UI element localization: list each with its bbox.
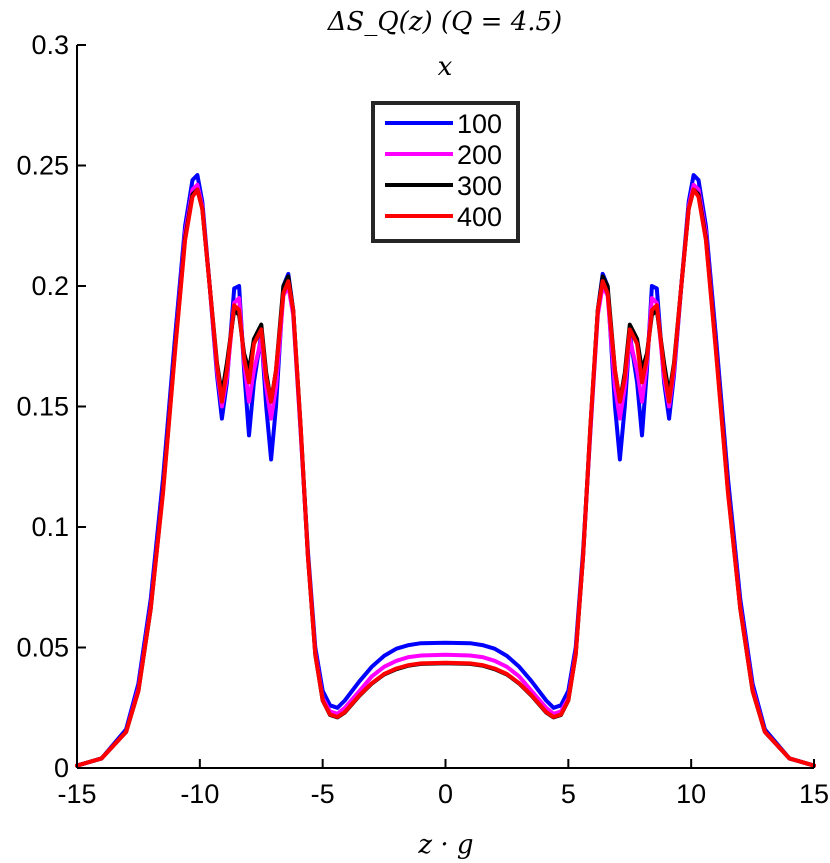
- axes: [76, 44, 815, 769]
- legend-label: 400: [457, 202, 502, 232]
- legend-label: 100: [457, 109, 502, 139]
- chart-subtitle: x: [438, 52, 453, 82]
- series-line-300: [75, 187, 816, 768]
- x-tick-label: 5: [561, 779, 576, 809]
- y-tick-label: 0.3: [31, 30, 69, 60]
- x-tick-label: -15: [57, 779, 96, 809]
- y-tick-label: 0.05: [16, 633, 69, 663]
- chart-title: ΔS_Q(z) (Q = 4.5): [327, 7, 562, 37]
- x-tick-label: 0: [438, 779, 453, 809]
- x-tick-label: -10: [180, 779, 219, 809]
- y-tick-label: 0: [54, 753, 69, 783]
- x-tick-label: -5: [311, 779, 335, 809]
- x-axis-label: z · g: [417, 830, 473, 860]
- y-tick-label: 0.2: [31, 271, 69, 301]
- series-line-400: [75, 187, 816, 768]
- x-tick-label: 15: [799, 779, 829, 809]
- legend-label: 200: [457, 140, 502, 170]
- y-tick-label: 0.25: [16, 151, 69, 181]
- series-line-100: [75, 173, 816, 768]
- legend-label: 300: [457, 171, 502, 201]
- y-tick-label: 0.15: [16, 392, 69, 422]
- series-layer: [75, 173, 816, 768]
- x-tick-label: 10: [676, 779, 706, 809]
- tick-labels: -15 -10 -5 0 5 10 15 0 0.05 0.1 0.15 0.2 0.25 0.3: [16, 30, 829, 809]
- y-tick-label: 0.1: [31, 512, 69, 542]
- series-line-200: [75, 182, 816, 768]
